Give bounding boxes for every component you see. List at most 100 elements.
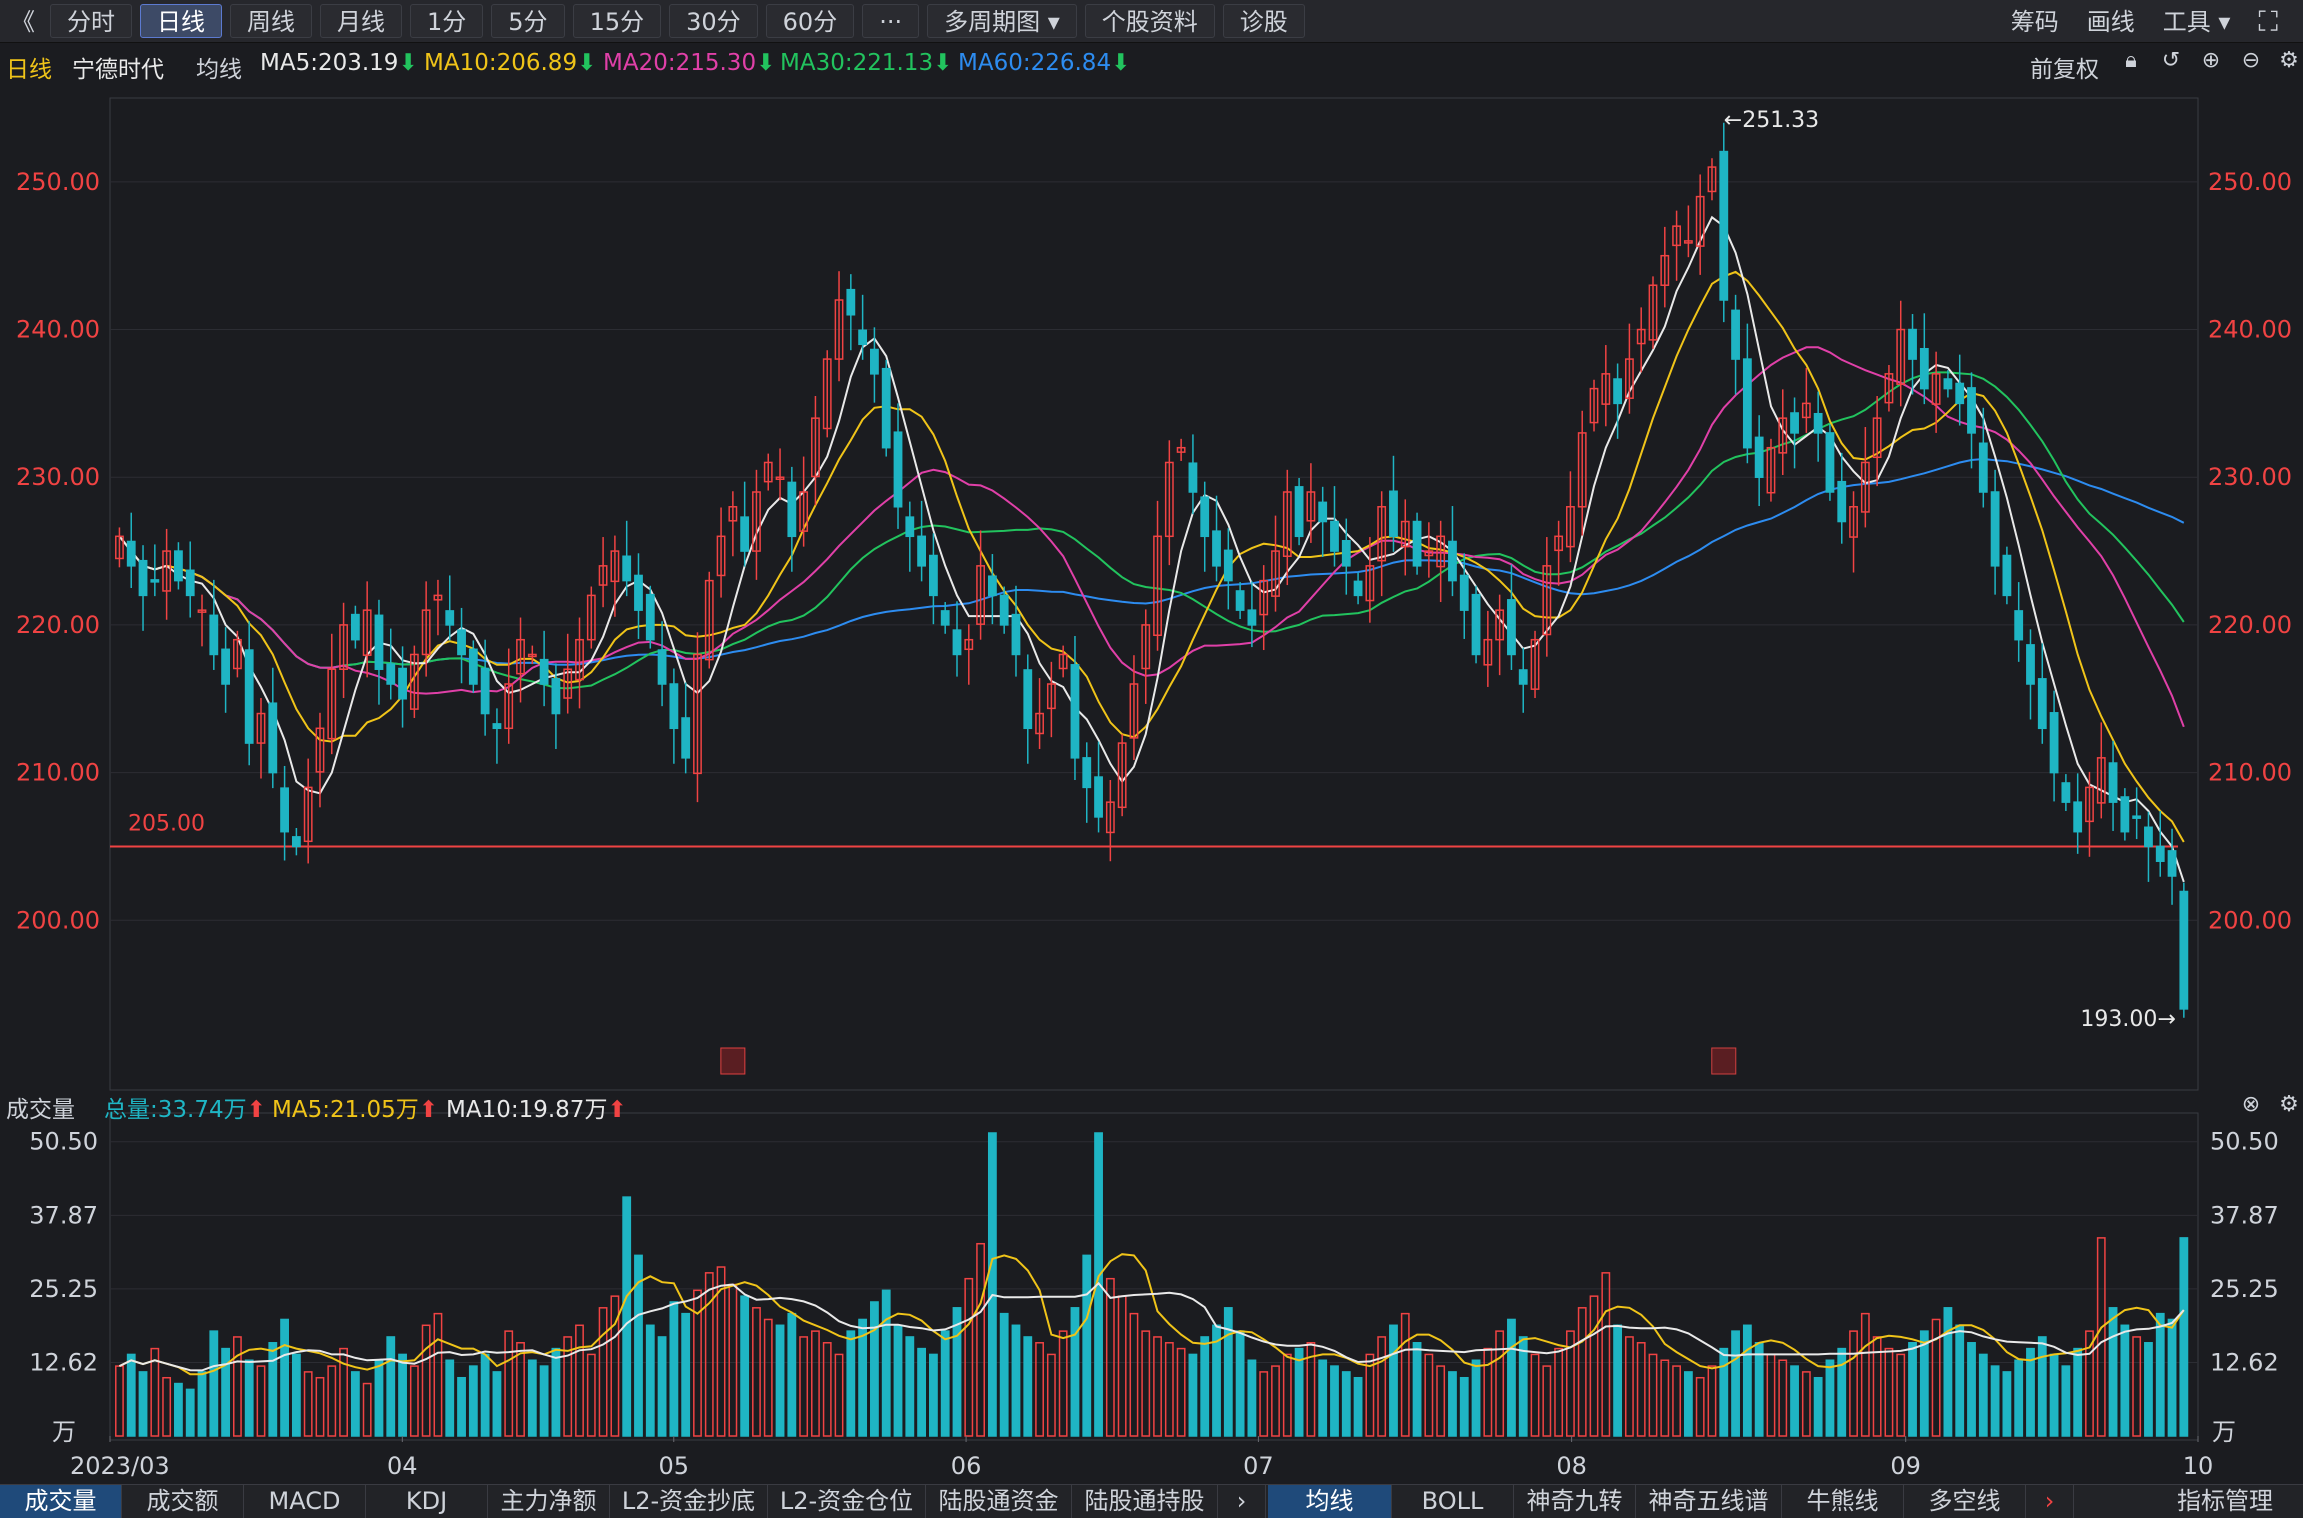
candle-body — [1660, 254, 1670, 286]
candle-body — [1259, 579, 1269, 616]
volume-bar — [752, 1307, 761, 1437]
arrow-up-icon: ⬆ — [607, 1097, 627, 1123]
candle-body — [409, 653, 419, 710]
tab-ma[interactable]: 均线 — [1268, 1485, 1392, 1518]
candle-body — [1849, 506, 1858, 538]
volume-bar — [1294, 1347, 1304, 1437]
diagnose-button[interactable]: 诊股 — [1222, 4, 1305, 38]
tab-intraday[interactable]: 分时 — [50, 4, 132, 38]
multi-period-dropdown[interactable]: 多周期图 ▾ — [927, 4, 1077, 38]
tab-l2-bottom[interactable]: L2-资金抄底 — [610, 1485, 768, 1518]
candle-body — [1731, 309, 1740, 360]
tab-15min[interactable]: 15分 — [572, 4, 662, 38]
candle-body — [2179, 890, 2189, 1010]
chips-button[interactable]: 筹码 — [2010, 8, 2059, 36]
tab-northbound-hold[interactable]: 陆股通持股 — [1072, 1485, 1218, 1518]
volume-bar — [2073, 1347, 2083, 1437]
volume-settings-gear-icon[interactable]: ⚙ — [2279, 1092, 2299, 1117]
tools-dropdown[interactable]: 工具 ▾ — [2158, 4, 2236, 38]
candle-body — [2155, 845, 2165, 862]
volume-bar — [681, 1312, 691, 1437]
volume-bar — [952, 1307, 962, 1437]
tab-weekly[interactable]: 周线 — [230, 4, 312, 38]
tab-volume[interactable]: 成交量 — [0, 1485, 122, 1518]
tab-60min[interactable]: 60分 — [765, 4, 855, 38]
lock-icon[interactable]: 🔒︎ — [2125, 48, 2137, 73]
tab-5min[interactable]: 5分 — [491, 4, 565, 38]
adjust-mode[interactable]: 前复权 — [2030, 57, 2099, 83]
candle-body — [1070, 664, 1080, 759]
candle-body — [1801, 402, 1811, 419]
candle-body — [928, 554, 938, 597]
tab-magic-five[interactable]: 神奇五线谱 — [1636, 1485, 1782, 1518]
volume-bar — [539, 1365, 549, 1437]
zoom-in-icon[interactable]: ⊕ — [2201, 48, 2221, 73]
candle-body — [1153, 535, 1162, 637]
candle-body — [586, 594, 596, 641]
tab-long-short[interactable]: 多空线 — [1904, 1485, 2026, 1518]
high-price-label: ←251.33 — [1724, 108, 1819, 133]
candle-body — [1412, 520, 1422, 567]
candle-body — [1058, 653, 1068, 670]
ma60-text: MA60:226.84 — [958, 50, 1112, 76]
candle-body — [563, 668, 573, 699]
tab-1min[interactable]: 1分 — [410, 4, 484, 38]
volume-tick-right: 12.62 — [2210, 1348, 2279, 1376]
tab-l2-position[interactable]: L2-资金仓位 — [768, 1485, 926, 1518]
arrow-down-icon: ⬇ — [756, 50, 776, 76]
tab-indicator-manage[interactable]: 指标管理 — [2177, 1487, 2273, 1515]
candle-body — [374, 614, 384, 670]
zoom-out-icon[interactable]: ⊖ — [2241, 48, 2261, 73]
volume-bar — [657, 1336, 667, 1437]
kline-chart[interactable]: 250.00 250.00 240.00 240.00 230.00 230.00 220.… — [0, 86, 2303, 1484]
volume-bar — [374, 1359, 384, 1437]
volume-bar — [1978, 1353, 1988, 1437]
candle-body — [2073, 801, 2083, 833]
stock-profile-button[interactable]: 个股资料 — [1084, 4, 1215, 38]
price-tick-right: 220.00 — [2208, 611, 2292, 639]
tab-turnover[interactable]: 成交额 — [122, 1485, 244, 1518]
volume-bar — [1436, 1365, 1446, 1437]
tab-main-net[interactable]: 主力净额 — [488, 1485, 610, 1518]
tab-northbound-flow[interactable]: 陆股通资金 — [926, 1485, 1072, 1518]
tab-magic-nine[interactable]: 神奇九转 — [1514, 1485, 1636, 1518]
close-panel-icon[interactable]: ⊗ — [2241, 1092, 2261, 1117]
tab-macd[interactable]: MACD — [244, 1485, 366, 1518]
undo-icon[interactable]: ↺ — [2161, 48, 2181, 73]
candle-body — [634, 574, 643, 611]
tab-monthly[interactable]: 月线 — [320, 4, 402, 38]
tab-daily[interactable]: 日线 — [140, 4, 222, 38]
tab-30min[interactable]: 30分 — [669, 4, 758, 38]
volume-bar — [704, 1272, 714, 1437]
candle-body — [1613, 378, 1623, 405]
chevron-down-icon: ▾ — [2218, 8, 2231, 36]
volume-bar — [1471, 1359, 1481, 1437]
volume-unit-right: 万 — [2212, 1418, 2236, 1446]
ma20-text: MA20:215.30 — [603, 50, 757, 76]
volume-bar — [315, 1376, 325, 1437]
candle-body — [693, 653, 702, 775]
draw-button[interactable]: 画线 — [2086, 8, 2135, 36]
volume-bar — [1318, 1359, 1328, 1437]
settings-gear-icon[interactable]: ⚙ — [2279, 48, 2299, 73]
candle-body — [527, 653, 537, 658]
more-periods-button[interactable]: ··· — [862, 4, 920, 38]
tab-bull-bear[interactable]: 牛熊线 — [1782, 1485, 1904, 1518]
candle-body — [1365, 565, 1375, 602]
back-button[interactable]: 《 — [11, 8, 35, 36]
candle-body — [1448, 540, 1457, 582]
chevron-right-icon[interactable]: › — [1218, 1485, 1266, 1518]
candle-body — [421, 609, 431, 656]
candle-body — [1837, 480, 1847, 523]
fullscreen-icon[interactable]: ⛶ — [2258, 5, 2278, 38]
volume-bar — [1896, 1353, 1906, 1437]
volume-bar — [1766, 1353, 1776, 1437]
volume-bar — [1790, 1365, 1799, 1437]
volume-total: 总量:33.74万⬆ — [104, 1090, 266, 1124]
tab-boll[interactable]: BOLL — [1392, 1485, 1514, 1518]
candle-body — [504, 683, 514, 730]
volume-bar — [1507, 1318, 1516, 1437]
tab-kdj[interactable]: KDJ — [366, 1485, 488, 1518]
chevron-right-icon[interactable]: › — [2026, 1485, 2074, 1518]
candle-body — [1271, 550, 1280, 597]
